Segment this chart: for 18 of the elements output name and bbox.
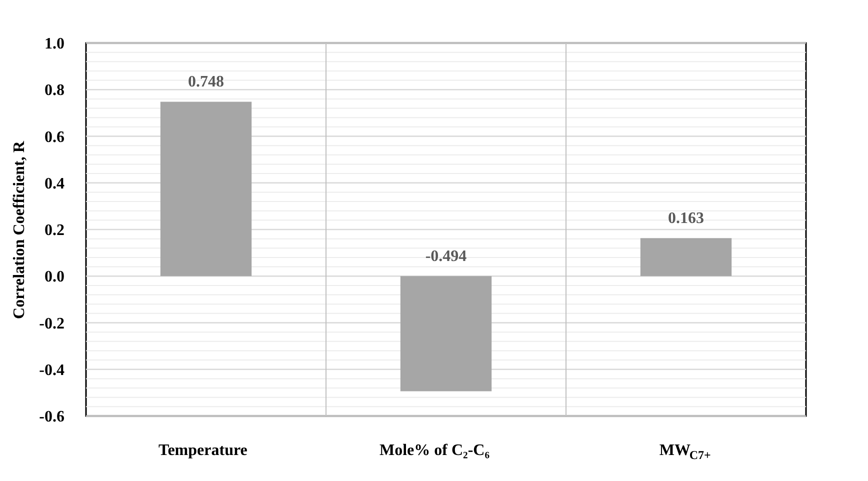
data-label: 0.748 (188, 74, 224, 91)
y-tick-label: 0.0 (44, 268, 64, 286)
y-tick-label: 0.4 (44, 175, 64, 192)
bar (640, 238, 732, 276)
y-axis-title: Correlation Coefficient, R (11, 140, 28, 319)
x-tick-label: Mole% of C₂-C₆ (380, 442, 490, 459)
bar (400, 276, 492, 392)
bar (160, 102, 252, 276)
y-tick-label: 0.8 (44, 82, 64, 100)
data-label: -0.494 (425, 248, 467, 266)
y-tick-label: 0.6 (44, 128, 64, 146)
y-tick-label: -0.2 (39, 315, 64, 332)
data-label: 0.163 (668, 210, 704, 228)
y-tick-label: -0.4 (39, 362, 64, 379)
y-tick-label: -0.6 (39, 408, 64, 426)
x-tick-label: Temperature (158, 442, 248, 459)
y-tick-label: 0.2 (44, 222, 64, 239)
y-tick-label: 1.0 (44, 36, 64, 52)
